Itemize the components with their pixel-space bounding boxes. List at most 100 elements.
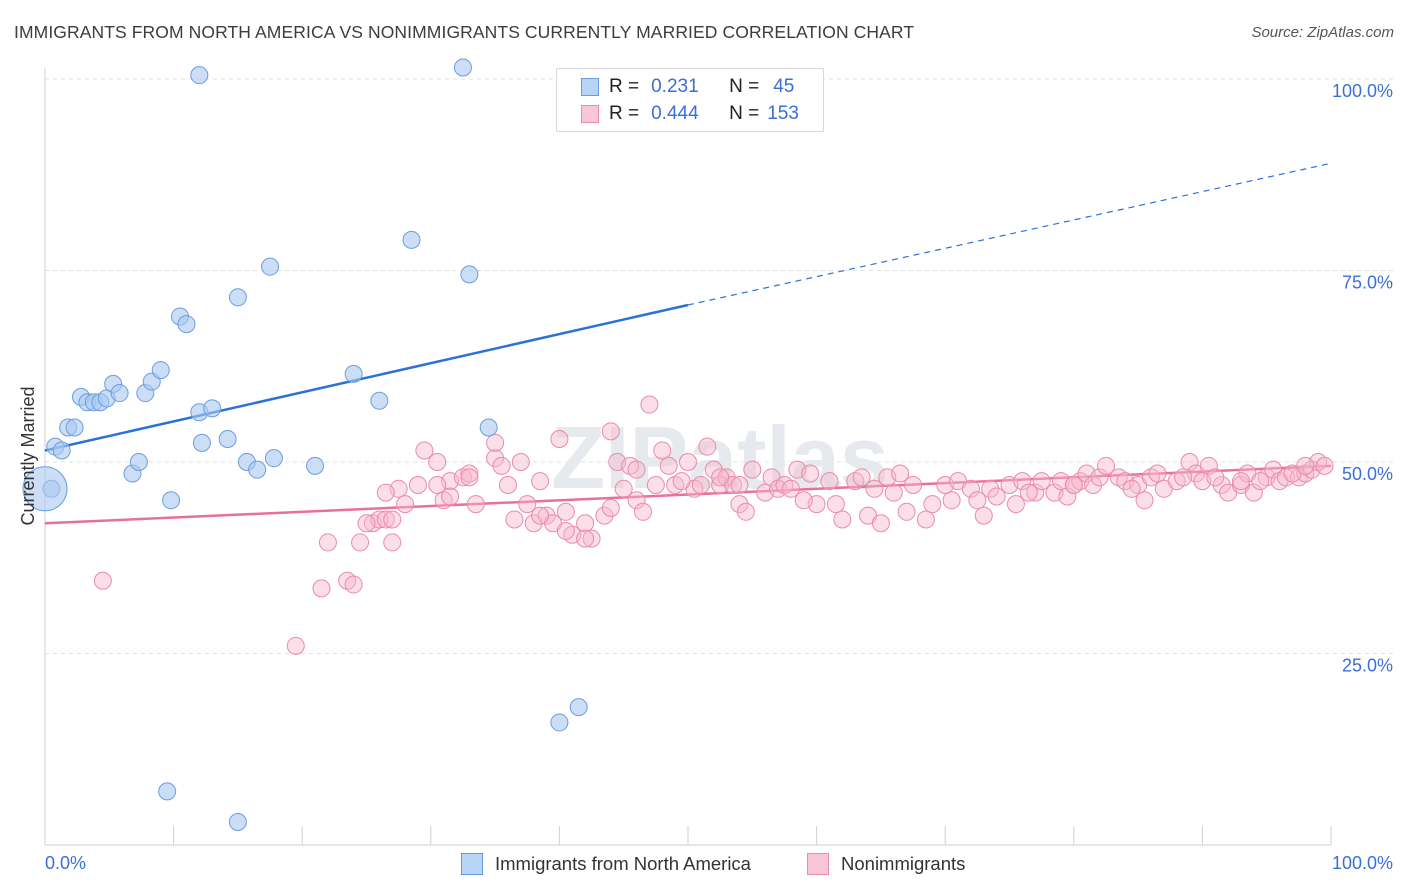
data-point-immigrants — [569, 698, 588, 717]
data-point-nonimmigrants — [428, 453, 447, 471]
data-point-immigrants — [228, 813, 247, 832]
data-point-nonimmigrants — [781, 479, 800, 498]
data-point-nonimmigrants — [1148, 464, 1167, 483]
data-point-nonimmigrants — [640, 395, 659, 414]
legend-r-value: 0.231 — [651, 76, 699, 97]
data-point-nonimmigrants — [698, 437, 717, 456]
data-point-nonimmigrants — [672, 472, 691, 491]
data-point-immigrants — [190, 66, 209, 85]
data-point-nonimmigrants — [601, 498, 620, 517]
data-point-nonimmigrants — [679, 453, 697, 471]
data-point-immigrants — [264, 449, 283, 468]
data-point-nonimmigrants — [1019, 483, 1038, 502]
data-point-nonimmigrants — [1251, 472, 1270, 491]
data-point-nonimmigrants — [415, 441, 434, 460]
data-point-nonimmigrants — [518, 495, 537, 514]
data-point-nonimmigrants — [614, 479, 633, 498]
tick-labels: 25.0% 50.0% 75.0% 100.0% 0.0% 100.0% — [45, 81, 1393, 873]
data-point-nonimmigrants — [865, 479, 884, 498]
data-point-nonimmigrants — [357, 514, 376, 533]
data-point-immigrants — [151, 361, 170, 380]
data-point-nonimmigrants — [1084, 475, 1103, 494]
data-point-nonimmigrants — [1096, 456, 1115, 475]
data-point-nonimmigrants — [550, 430, 569, 449]
data-point-immigrants — [65, 418, 84, 437]
legend-n-value: 45 — [773, 76, 795, 97]
data-point-nonimmigrants — [826, 495, 845, 514]
data-point-nonimmigrants — [659, 456, 678, 475]
y-tick-label: 50.0% — [1342, 464, 1393, 484]
data-point-nonimmigrants — [1090, 468, 1109, 487]
data-point-nonimmigrants — [1174, 468, 1193, 487]
data-point-nonimmigrants — [627, 491, 646, 510]
data-point-nonimmigrants — [691, 475, 710, 494]
data-point-nonimmigrants — [1212, 475, 1231, 494]
data-point-nonimmigrants — [383, 510, 402, 529]
legend-r-label: R = — [609, 103, 640, 124]
data-point-nonimmigrants — [833, 510, 852, 529]
x-tick-label: 0.0% — [45, 853, 86, 873]
bottom-legend-label: Nonimmigrants — [841, 853, 966, 874]
data-point-nonimmigrants — [743, 460, 762, 479]
data-point-nonimmigrants — [93, 571, 112, 590]
data-point-immigrants — [177, 315, 196, 334]
data-point-nonimmigrants — [633, 502, 652, 521]
source-credit: Source: ZipAtlas.com — [1251, 24, 1394, 41]
data-point-immigrants — [129, 453, 148, 471]
data-point-immigrants — [306, 456, 325, 475]
data-point-nonimmigrants — [376, 483, 395, 502]
data-point-nonimmigrants — [646, 475, 665, 494]
legend-n-label: N = — [729, 103, 760, 124]
data-point-nonimmigrants — [1244, 483, 1263, 502]
data-point-nonimmigrants — [1032, 472, 1051, 491]
data-point-nonimmigrants — [1058, 487, 1077, 506]
data-point-nonimmigrants — [981, 479, 1000, 498]
data-point-nonimmigrants — [492, 456, 511, 475]
data-point-nonimmigrants — [595, 506, 614, 525]
data-point-nonimmigrants — [556, 502, 575, 521]
data-point-nonimmigrants — [466, 495, 485, 514]
data-point-immigrants — [228, 288, 247, 307]
data-point-immigrants-large — [22, 466, 68, 512]
data-point-nonimmigrants — [627, 460, 646, 479]
data-point-immigrants — [550, 713, 569, 732]
data-point-immigrants — [158, 782, 177, 801]
data-point-nonimmigrants — [904, 475, 923, 494]
data-point-nonimmigrants — [460, 464, 479, 483]
legend-n-label: N = — [729, 76, 760, 97]
legend-row-immigrants: R = 0.231 N = 45 — [581, 75, 794, 99]
data-point-immigrants — [110, 384, 129, 403]
trend-line-immigrants-extension — [687, 162, 1332, 306]
data-point-nonimmigrants — [1064, 475, 1083, 494]
data-point-nonimmigrants — [730, 475, 749, 494]
legend-n-value: 153 — [767, 103, 799, 124]
data-point-nonimmigrants — [556, 521, 575, 540]
data-point-nonimmigrants — [916, 510, 935, 529]
axes — [44, 68, 1332, 846]
data-point-nonimmigrants — [884, 483, 903, 502]
legend-row-nonimmigrants: R = 0.444 N = 153 — [581, 102, 799, 126]
data-point-nonimmigrants — [711, 468, 730, 487]
data-point-nonimmigrants — [1013, 472, 1032, 491]
data-point-nonimmigrants — [852, 468, 871, 487]
data-point-nonimmigrants — [582, 529, 601, 548]
data-point-nonimmigrants — [1315, 456, 1334, 475]
data-point-nonimmigrants — [351, 533, 370, 552]
data-point-immigrants — [162, 491, 181, 510]
data-point-nonimmigrants — [1199, 456, 1218, 475]
legend-swatch-blue — [581, 78, 599, 96]
data-point-nonimmigrants — [460, 468, 479, 487]
data-point-nonimmigrants — [286, 636, 305, 655]
data-point-immigrants — [52, 441, 71, 460]
data-point-nonimmigrants — [531, 472, 550, 491]
data-point-nonimmigrants — [396, 495, 415, 514]
data-point-nonimmigrants — [961, 479, 980, 498]
data-point-nonimmigrants — [711, 475, 730, 494]
bottom-legend-swatch-pink — [807, 853, 829, 875]
data-point-nonimmigrants — [376, 510, 395, 529]
data-point-nonimmigrants — [383, 533, 402, 552]
data-point-nonimmigrants — [601, 422, 620, 441]
y-axis-label: Currently Married — [18, 386, 38, 525]
data-point-nonimmigrants — [653, 441, 672, 460]
correlation-legend: R = 0.231 N = 45 R = 0.444 N = 153 — [556, 68, 824, 132]
